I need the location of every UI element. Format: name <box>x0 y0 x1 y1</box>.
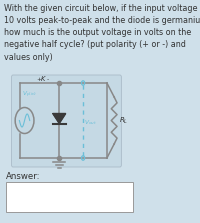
FancyBboxPatch shape <box>6 182 133 212</box>
Polygon shape <box>53 114 66 124</box>
Text: $R_L$: $R_L$ <box>119 115 128 126</box>
FancyBboxPatch shape <box>12 75 121 167</box>
Text: -: - <box>47 77 49 82</box>
Text: +: + <box>36 77 42 82</box>
Text: Answer:: Answer: <box>6 172 40 181</box>
Text: $V_{out}$: $V_{out}$ <box>84 118 97 127</box>
Text: $V_{p(in)}$: $V_{p(in)}$ <box>22 90 38 100</box>
Text: K: K <box>41 76 46 82</box>
Text: With the given circuit below, if the input voltage is
10 volts peak-to-peak and : With the given circuit below, if the inp… <box>4 4 200 62</box>
